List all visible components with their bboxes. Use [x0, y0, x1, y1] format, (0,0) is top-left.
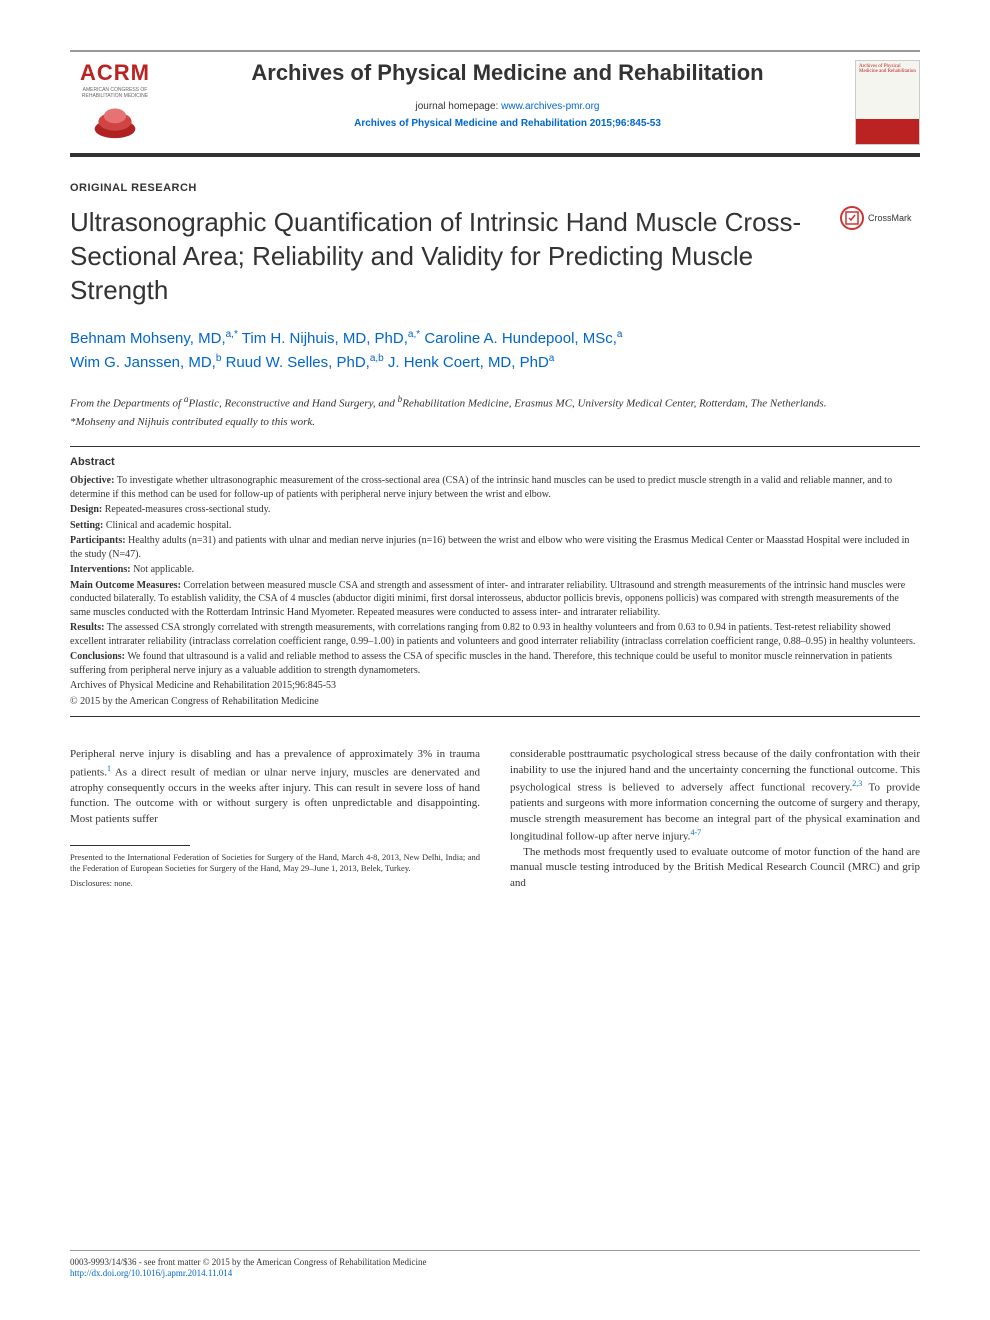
masthead-citation: Archives of Physical Medicine and Rehabi… [180, 118, 835, 129]
article-title: Ultrasonographic Quantification of Intri… [70, 206, 820, 307]
conclusions-label: Conclusions: [70, 651, 125, 662]
outcomes-text: Correlation between measured muscle CSA … [70, 580, 905, 618]
interventions-text: Not applicable. [131, 564, 195, 575]
acrm-logo-text: ACRM [80, 60, 150, 86]
author-list: Behnam Mohseny, MD,a,* Tim H. Nijhuis, M… [70, 327, 920, 375]
article-type: ORIGINAL RESEARCH [70, 182, 920, 194]
author-4: Wim G. Janssen, MD, [70, 354, 216, 371]
crossmark-badge[interactable]: CrossMark [840, 206, 920, 230]
participants-text: Healthy adults (n=31) and patients with … [70, 535, 909, 560]
footer-copyright: 0003-9993/14/$36 - see front matter © 20… [70, 1257, 920, 1269]
journal-name: Archives of Physical Medicine and Rehabi… [180, 60, 835, 86]
abstract-rule-bottom [70, 716, 920, 717]
page-container: ACRM AMERICAN CONGRESS OF REHABILITATION… [0, 0, 990, 931]
body-p3: The methods most frequently used to eval… [510, 845, 920, 891]
affil-a: Plastic, Reconstructive and Hand Surgery… [188, 398, 397, 410]
author-1-affil: a,* [226, 329, 238, 340]
body-p1: Peripheral nerve injury is disabling and… [70, 747, 480, 827]
affiliations: From the Departments of aPlastic, Recons… [70, 393, 920, 412]
objective-text: To investigate whether ultrasonographic … [70, 475, 892, 500]
abstract-citation: Archives of Physical Medicine and Rehabi… [70, 679, 920, 693]
author-1: Behnam Mohseny, MD, [70, 330, 226, 347]
body-columns: Peripheral nerve injury is disabling and… [70, 747, 920, 891]
interventions-label: Interventions: [70, 564, 131, 575]
setting-label: Setting: [70, 520, 103, 531]
abstract-copyright: © 2015 by the American Congress of Rehab… [70, 695, 920, 709]
body-p1-b: As a direct result of median or ulnar ne… [70, 766, 480, 824]
conclusions-text: We found that ultrasound is a valid and … [70, 651, 892, 676]
ref-4-7[interactable]: 4-7 [690, 828, 701, 837]
cover-thumb-title: Archives of Physical Medicine and Rehabi… [856, 61, 919, 77]
column-right: considerable posttraumatic psychological… [510, 747, 920, 891]
author-2: Tim H. Nijhuis, MD, PhD, [242, 330, 408, 347]
author-5-affil: a,b [370, 353, 384, 364]
column-left: Peripheral nerve injury is disabling and… [70, 747, 480, 891]
results-text: The assessed CSA strongly correlated wit… [70, 622, 915, 647]
design-label: Design: [70, 504, 102, 515]
author-3-affil: a [617, 329, 623, 340]
homepage-line: journal homepage: www.archives-pmr.org [180, 96, 835, 114]
objective-label: Objective: [70, 475, 114, 486]
outcomes-label: Main Outcome Measures: [70, 580, 181, 591]
title-row: Ultrasonographic Quantification of Intri… [70, 206, 920, 327]
crossmark-label: CrossMark [868, 213, 912, 223]
setting-text: Clinical and academic hospital. [103, 520, 231, 531]
acrm-logo-subtitle: AMERICAN CONGRESS OF REHABILITATION MEDI… [70, 88, 160, 99]
author-4-affil: b [216, 353, 222, 364]
design-text: Repeated-measures cross-sectional study. [102, 504, 270, 515]
crossmark-icon [840, 206, 864, 230]
publisher-logo: ACRM AMERICAN CONGRESS OF REHABILITATION… [70, 60, 160, 140]
abstract: Abstract Objective: To investigate wheth… [70, 455, 920, 708]
author-3: Caroline A. Hundepool, MSc, [424, 330, 617, 347]
abstract-rule-top [70, 446, 920, 447]
homepage-link[interactable]: www.archives-pmr.org [501, 101, 599, 112]
journal-cover-thumbnail: Archives of Physical Medicine and Rehabi… [855, 60, 920, 145]
header-rule-thick [70, 153, 920, 157]
body-p2: considerable posttraumatic psychological… [510, 747, 920, 845]
footnote-disclosures: Disclosures: none. [70, 878, 480, 889]
author-2-affil: a,* [408, 329, 420, 340]
participants-label: Participants: [70, 535, 126, 546]
affil-b: Rehabilitation Medicine, Erasmus MC, Uni… [402, 398, 826, 410]
masthead-center: Archives of Physical Medicine and Rehabi… [180, 60, 835, 129]
homepage-label: journal homepage: [416, 101, 502, 112]
abstract-heading: Abstract [70, 455, 920, 470]
results-label: Results: [70, 622, 104, 633]
footnote-rule [70, 845, 190, 846]
page-footer: 0003-9993/14/$36 - see front matter © 20… [70, 1250, 920, 1280]
masthead: ACRM AMERICAN CONGRESS OF REHABILITATION… [70, 60, 920, 145]
author-5: Ruud W. Selles, PhD, [226, 354, 370, 371]
header-rule-top [70, 50, 920, 52]
footnote-presented: Presented to the International Federatio… [70, 852, 480, 874]
acrm-flower-icon [90, 103, 140, 140]
footer-doi-link[interactable]: http://dx.doi.org/10.1016/j.apmr.2014.11… [70, 1268, 920, 1280]
contribution-note: *Mohseny and Nijhuis contributed equally… [70, 416, 920, 428]
ref-2-3[interactable]: 2,3 [852, 779, 862, 788]
acrm-logo: ACRM AMERICAN CONGRESS OF REHABILITATION… [70, 60, 160, 140]
affil-prefix: From the Departments of [70, 398, 184, 410]
author-6-affil: a [549, 353, 555, 364]
author-6: J. Henk Coert, MD, PhD [388, 354, 549, 371]
footer-rule [70, 1250, 920, 1251]
